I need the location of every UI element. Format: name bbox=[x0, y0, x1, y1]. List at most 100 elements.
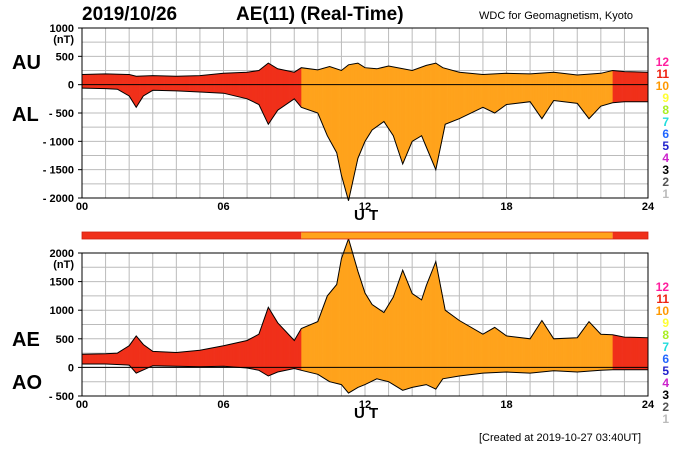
top-envelope-slice bbox=[318, 69, 320, 115]
bottom-envelope-slice bbox=[354, 260, 356, 390]
bottom-envelope-slice bbox=[352, 252, 354, 391]
bottom-envelope-slice bbox=[430, 274, 432, 387]
top-envelope-slice bbox=[131, 75, 133, 101]
bottom-envelope-slice bbox=[135, 336, 137, 373]
bottom-envelope-slice bbox=[374, 306, 376, 380]
top-envelope-slice bbox=[362, 66, 364, 148]
top-envelope-slice bbox=[577, 75, 579, 104]
bottom-envelope-slice bbox=[208, 348, 210, 367]
bottom-envelope-slice bbox=[181, 352, 182, 367]
top-envelope-slice bbox=[259, 69, 261, 106]
top-envelope-slice bbox=[149, 75, 151, 92]
bottom-envelope-slice bbox=[425, 286, 427, 385]
top-envelope-slice bbox=[563, 73, 564, 102]
bottom-envelope-slice bbox=[410, 289, 412, 388]
bottom-envelope-slice bbox=[86, 354, 88, 364]
bottom-envelope-slice bbox=[507, 336, 509, 373]
top-envelope-slice bbox=[414, 69, 416, 140]
top-envelope-slice bbox=[296, 70, 298, 102]
bottom-envelope-slice bbox=[334, 286, 336, 384]
bottom-envelope-slice bbox=[348, 241, 350, 393]
top-envelope-slice bbox=[604, 72, 606, 106]
top-envelope-slice bbox=[107, 73, 109, 89]
top-envelope-slice bbox=[306, 68, 308, 110]
top-envelope-slice bbox=[198, 75, 200, 92]
bottom-xtick-label: 18 bbox=[500, 399, 512, 411]
top-envelope-slice bbox=[462, 72, 464, 117]
bottom-envelope-slice bbox=[331, 290, 333, 383]
top-envelope-slice bbox=[534, 73, 536, 109]
top-envelope-slice bbox=[268, 63, 270, 124]
bottom-envelope-slice bbox=[354, 259, 356, 390]
bottom-envelope-slice bbox=[329, 292, 331, 382]
top-envelope-slice bbox=[610, 70, 612, 104]
top-envelope-slice bbox=[133, 75, 135, 104]
bottom-envelope-slice bbox=[591, 324, 593, 371]
top-envelope-slice bbox=[353, 63, 355, 179]
bottom-envelope-slice bbox=[495, 328, 497, 373]
bottom-ae-line bbox=[81, 237, 649, 355]
top-envelope-slice bbox=[403, 68, 405, 162]
top-envelope-slice bbox=[466, 72, 468, 115]
bottom-envelope-slice bbox=[563, 338, 565, 372]
top-envelope-slice bbox=[158, 75, 160, 91]
top-envelope-slice bbox=[460, 72, 462, 119]
bottom-envelope-slice bbox=[225, 345, 227, 367]
top-envelope-slice bbox=[134, 75, 136, 105]
top-envelope-slice bbox=[321, 68, 323, 122]
bottom-envelope-slice bbox=[427, 282, 429, 386]
bottom-envelope-slice bbox=[455, 317, 457, 377]
bottom-envelope-slice bbox=[97, 353, 98, 364]
top-envelope-slice bbox=[355, 63, 357, 168]
top-envelope-slice bbox=[85, 74, 87, 89]
top-envelope-slice bbox=[581, 74, 583, 110]
top-envelope-slice bbox=[488, 74, 489, 110]
bottom-envelope-slice bbox=[133, 338, 135, 371]
top-envelope-slice bbox=[528, 73, 530, 102]
top-envelope-slice bbox=[421, 67, 423, 137]
bottom-envelope-slice bbox=[566, 338, 568, 372]
bottom-envelope-slice bbox=[552, 336, 554, 371]
bottom-envelope-slice bbox=[119, 351, 121, 365]
top-envelope-slice bbox=[101, 73, 103, 89]
top-envelope-slice bbox=[393, 67, 395, 138]
top-envelope-slice bbox=[490, 74, 492, 112]
top-envelope-slice bbox=[588, 74, 590, 119]
bottom-envelope-slice bbox=[232, 343, 234, 367]
bottom-envelope-slice bbox=[598, 331, 599, 371]
top-envelope-slice bbox=[291, 71, 293, 101]
bottom-envelope-slice bbox=[192, 350, 194, 367]
bottom-envelope-slice bbox=[350, 246, 352, 392]
top-envelope-slice bbox=[310, 68, 312, 111]
top-xaxis-label: U T bbox=[354, 207, 379, 224]
top-envelope-slice bbox=[456, 71, 458, 120]
bottom-envelope-slice bbox=[566, 338, 568, 372]
top-ytick-label: 0 bbox=[68, 80, 74, 92]
bottom-envelope-slice bbox=[609, 334, 611, 370]
bottom-envelope-slice bbox=[297, 335, 298, 370]
top-envelope-slice bbox=[464, 72, 466, 116]
top-envelope-slice bbox=[248, 71, 250, 100]
bottom-envelope-slice bbox=[317, 320, 319, 375]
bottom-envelope-slice bbox=[387, 306, 389, 382]
top-envelope-slice bbox=[329, 66, 331, 141]
top-envelope-slice bbox=[288, 71, 290, 103]
top-envelope-slice bbox=[607, 71, 609, 105]
top-envelope-slice bbox=[295, 71, 297, 101]
top-envelope-slice bbox=[281, 69, 282, 108]
bottom-envelope-slice bbox=[98, 353, 100, 364]
top-envelope-slice bbox=[150, 75, 152, 92]
top-envelope-slice bbox=[570, 74, 572, 103]
top-envelope-slice bbox=[298, 69, 299, 104]
top-envelope-slice bbox=[574, 74, 576, 104]
top-envelope-slice bbox=[589, 74, 590, 119]
top-envelope-slice bbox=[212, 74, 214, 93]
top-envelope-slice bbox=[251, 71, 253, 102]
top-envelope-slice bbox=[330, 66, 331, 142]
bottom-envelope-slice bbox=[630, 337, 632, 370]
bottom-envelope-slice bbox=[356, 268, 358, 388]
bottom-envelope-slice bbox=[216, 346, 218, 367]
bottom-envelope-slice bbox=[273, 316, 275, 374]
bottom-envelope-slice bbox=[236, 342, 238, 368]
bottom-envelope-slice bbox=[426, 285, 428, 385]
